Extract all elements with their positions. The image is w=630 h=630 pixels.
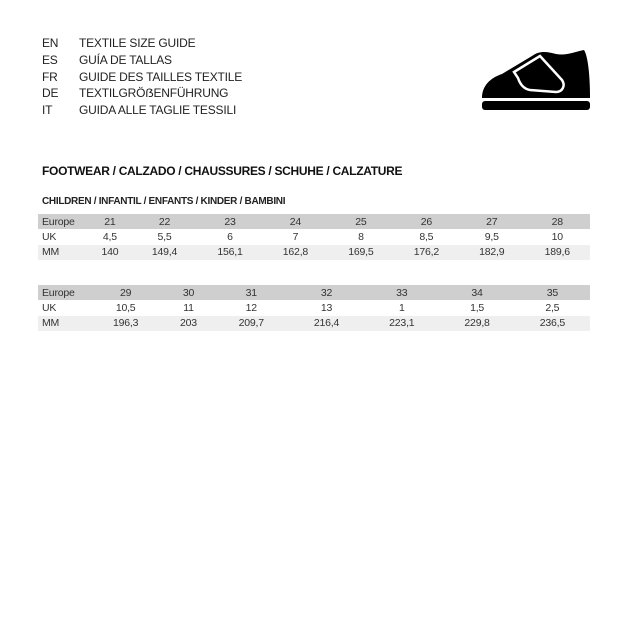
size-cell: 12	[245, 301, 257, 314]
size-cell: 24	[289, 215, 302, 228]
shoe-velcro-icon	[482, 50, 590, 110]
language-row-de: DE TEXTILGRÖẞENFÜHRUNG	[42, 86, 242, 103]
size-cell: 8,5	[419, 230, 434, 243]
size-cell: 236,5	[539, 317, 565, 330]
language-code: EN	[42, 36, 59, 50]
size-cell: 176,2	[413, 246, 439, 259]
section-title: FOOTWEAR / CALZADO / CHAUSSURES / SCHUHE…	[42, 164, 403, 178]
size-table-1: Europe 21 22 23 24 25 26 27 28 UK 4,5 5,5 6 7 8 8,5 9,5 1…	[38, 214, 590, 260]
row-label: UK	[42, 301, 57, 314]
size-cell: 7	[292, 230, 299, 243]
size-cell: 229,8	[464, 317, 490, 330]
size-cell: 33	[396, 286, 408, 299]
row-label: UK	[42, 230, 57, 243]
language-row-it: IT GUIDA ALLE TAGLIE TESSILI	[42, 103, 242, 120]
size-cell: 22	[158, 215, 171, 228]
size-cell: 30	[182, 286, 195, 299]
language-title: GUIDA ALLE TAGLIE TESSILI	[79, 103, 237, 118]
size-cell: 10,5	[115, 301, 136, 314]
size-cell: 1,5	[470, 301, 485, 314]
size-cell: 216,4	[313, 317, 340, 330]
size-cell: 9,5	[484, 230, 499, 243]
size-cell: 23	[224, 215, 236, 228]
size-cell: 209,7	[238, 317, 264, 330]
size-cell: 1	[398, 301, 405, 314]
language-code: FR	[42, 69, 58, 84]
size-row-uk: UK 10,5 11 12 13 1 1,5 2,5	[38, 300, 590, 315]
size-cell: 29	[119, 286, 132, 299]
size-cell: 11	[183, 301, 194, 314]
size-cell: 182,9	[479, 246, 505, 259]
size-cell: 196,3	[112, 317, 139, 330]
size-cell: 26	[420, 215, 432, 228]
row-label: MM	[42, 317, 60, 330]
size-cell: 34	[471, 286, 483, 299]
language-code: IT	[42, 103, 53, 118]
size-row-eu: Europe 29 30 31 32 33 34 35	[38, 285, 590, 301]
language-title: GUÍA DE TALLAS	[79, 52, 172, 67]
size-cell: 21	[104, 215, 116, 228]
size-cell: 162,8	[282, 246, 309, 259]
language-row-es: ES GUÍA DE TALLAS	[42, 53, 242, 70]
size-cell: 28	[551, 215, 563, 228]
language-title: TEXTILGRÖẞENFÜHRUNG	[79, 86, 229, 101]
size-cell: 10	[551, 230, 563, 243]
size-cell: 27	[486, 215, 498, 228]
subsection-title: CHILDREN / INFANTIL / ENFANTS / KINDER /…	[42, 196, 286, 207]
size-cell: 203	[179, 317, 197, 330]
size-row-uk: UK 4,5 5,5 6 7 8 8,5 9,5 10	[38, 229, 590, 244]
language-title: TEXTILE SIZE GUIDE	[79, 36, 196, 50]
size-row-eu: Europe 21 22 23 24 25 26 27 28	[38, 214, 590, 230]
size-table-2: Europe 29 30 31 32 33 34 35 UK 10,5 11 12 13 1 1,5 2,5 M…	[38, 285, 590, 331]
language-code: DE	[42, 86, 59, 101]
size-cell: 35	[546, 286, 558, 299]
size-cell: 169,5	[348, 246, 374, 259]
size-cell: 4,5	[102, 230, 117, 243]
size-cell: 189,6	[544, 246, 570, 259]
row-label: MM	[42, 246, 60, 259]
size-cell: 140	[101, 246, 119, 259]
size-cell: 32	[320, 286, 333, 299]
size-row-mm: MM 196,3 203 209,7 216,4 223,1 229,8 236,5	[38, 315, 590, 331]
size-cell: 2,5	[545, 301, 560, 314]
size-cell: 149,4	[151, 246, 178, 259]
size-cell: 13	[320, 301, 333, 314]
size-cell: 31	[245, 286, 257, 299]
row-label: Europe	[42, 215, 75, 228]
language-row-fr: FR GUIDE DES TAILLES TEXTILE	[42, 70, 242, 87]
language-list: EN TEXTILE SIZE GUIDE ES GUÍA DE TALLAS FR…	[42, 36, 242, 120]
size-cell: 223,1	[389, 317, 415, 330]
language-title: GUIDE DES TAILLES TEXTILE	[79, 69, 243, 84]
size-cell: 25	[355, 215, 367, 228]
size-cell: 5,5	[157, 230, 172, 243]
language-code: ES	[42, 52, 58, 67]
size-row-mm: MM 140 149,4 156,1 162,8 169,5 176,2 182,9 189,6	[38, 244, 590, 260]
size-cell: 156,1	[217, 246, 243, 259]
language-row-en: EN TEXTILE SIZE GUIDE	[42, 36, 242, 53]
row-label: Europe	[42, 286, 75, 299]
size-cell: 8	[358, 230, 364, 243]
size-cell: 6	[227, 230, 233, 243]
